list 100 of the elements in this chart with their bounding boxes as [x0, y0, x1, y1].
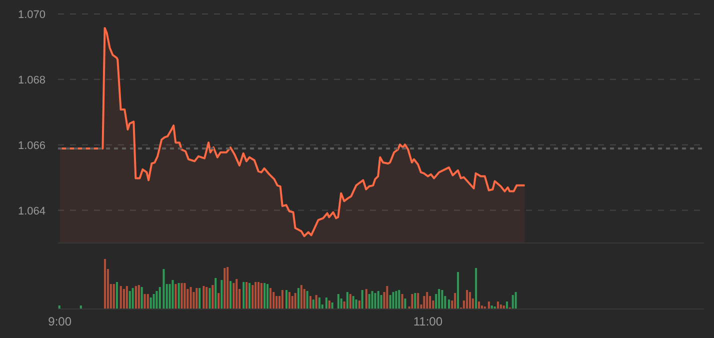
bar: [232, 283, 235, 309]
bar: [208, 288, 211, 309]
bar: [380, 295, 382, 309]
bar: [417, 293, 420, 309]
bar: [206, 287, 208, 309]
bar: [355, 300, 358, 309]
bar: [281, 290, 284, 309]
bar: [392, 292, 394, 309]
bar: [264, 283, 266, 309]
bar: [488, 302, 490, 309]
bar: [426, 292, 428, 309]
bar: [478, 302, 480, 309]
bar: [361, 290, 364, 309]
bar: [457, 272, 460, 309]
bar: [496, 302, 499, 309]
bar: [134, 286, 137, 309]
bar: [214, 278, 217, 309]
bar: [303, 289, 306, 309]
bar: [365, 289, 368, 309]
bar: [512, 295, 514, 309]
bar: [343, 302, 346, 309]
bar: [377, 291, 380, 309]
bar: [146, 294, 149, 309]
bar: [152, 294, 155, 309]
bar: [180, 283, 183, 309]
bar: [230, 281, 232, 309]
bar: [454, 293, 456, 309]
bar: [411, 294, 414, 309]
bar: [368, 294, 370, 309]
bar: [184, 283, 186, 309]
bar: [220, 280, 223, 309]
y-tick-label: 1.066: [18, 140, 46, 152]
bar: [404, 298, 406, 309]
bar: [116, 282, 118, 309]
bar: [126, 286, 128, 309]
bar: [294, 293, 296, 309]
bar: [212, 285, 214, 309]
bar: [172, 280, 174, 309]
bar: [162, 269, 165, 309]
bar: [358, 300, 360, 309]
bar: [328, 300, 330, 309]
y-tick-label: 1.064: [18, 205, 46, 218]
bar: [242, 282, 245, 309]
bar: [337, 294, 340, 309]
bar: [276, 296, 278, 309]
bar: [196, 288, 198, 309]
bar: [224, 268, 226, 309]
x-tick-label: 11:00: [413, 314, 443, 329]
bar: [122, 289, 125, 309]
bar: [140, 287, 143, 309]
bar: [150, 298, 152, 309]
bar: [414, 293, 416, 309]
bar: [112, 284, 115, 309]
bar: [254, 282, 257, 309]
bar: [423, 296, 426, 309]
bar: [468, 292, 471, 309]
bar: [441, 290, 444, 309]
bar: [198, 288, 201, 309]
bar: [312, 300, 314, 309]
bar: [429, 296, 432, 309]
bar: [236, 279, 238, 309]
bar: [297, 288, 300, 309]
bar: [272, 292, 275, 309]
bar: [401, 294, 404, 309]
bar: [266, 284, 269, 309]
bar: [475, 268, 478, 309]
bar: [269, 288, 272, 309]
bar: [120, 286, 122, 309]
bar: [174, 284, 177, 309]
bar: [309, 296, 312, 309]
bar: [246, 282, 248, 309]
y-tick-label: 1.068: [18, 74, 46, 86]
bar: [346, 292, 348, 309]
bar: [506, 302, 508, 309]
bar: [144, 294, 146, 309]
bar: [318, 298, 320, 309]
x-tick-label: 9:00: [48, 314, 72, 329]
bar: [438, 289, 440, 309]
bar: [104, 259, 106, 309]
y-tick-label: 1.070: [18, 9, 46, 21]
bar: [386, 286, 388, 309]
bar: [218, 293, 220, 309]
bar: [132, 288, 134, 309]
bar: [331, 302, 334, 309]
bar: [306, 291, 308, 309]
bar: [291, 296, 294, 309]
bar: [398, 290, 400, 309]
bar: [248, 283, 250, 309]
bar: [285, 290, 288, 309]
bar: [128, 291, 131, 309]
bar: [325, 298, 328, 309]
bar: [260, 283, 262, 309]
bar: [349, 294, 352, 309]
bar: [226, 267, 229, 309]
bar: [156, 291, 158, 309]
bar: [395, 291, 398, 309]
bar: [288, 292, 290, 309]
bar: [448, 300, 450, 309]
bar: [352, 296, 354, 309]
bar: [389, 295, 392, 309]
